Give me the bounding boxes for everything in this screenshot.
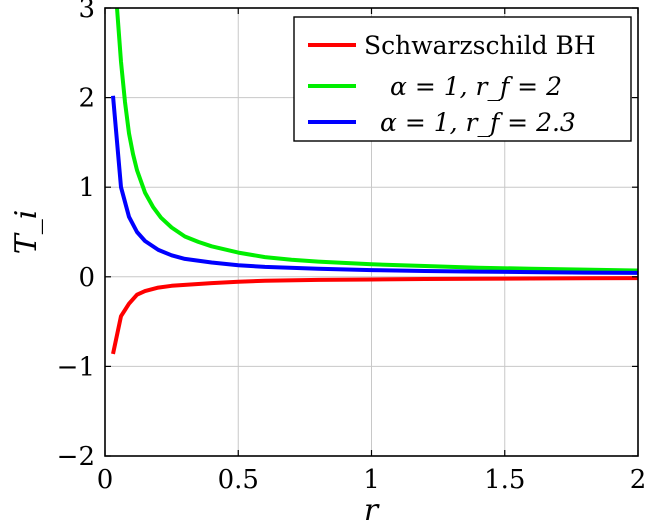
series-line-1 — [115, 8, 638, 273]
series-group — [111, 8, 638, 355]
legend-entry-rf-2: α = 1, r_f = 2 — [390, 72, 562, 101]
x-tick-label: 2 — [630, 465, 646, 495]
x-tick-label: 0.5 — [218, 465, 259, 495]
y-tick-label: 0 — [78, 263, 95, 293]
series-line-0 — [111, 276, 638, 355]
series-line-2 — [111, 95, 638, 275]
tick-labels: 0 0.5 1 1.5 2 −2 −1 0 1 2 3 — [57, 0, 646, 495]
x-tick-label: 0 — [97, 465, 114, 495]
legend-entry-schwarzschild: Schwarzschild BH — [364, 31, 596, 60]
x-tick-label: 1.5 — [484, 465, 525, 495]
x-tick-label: 1 — [363, 465, 380, 495]
y-tick-label: 2 — [78, 84, 95, 114]
y-tick-label: 3 — [78, 0, 95, 24]
legend: Schwarzschild BH α = 1, r_f = 2 α = 1, r… — [293, 16, 632, 142]
y-tick-label: −2 — [57, 442, 95, 472]
y-tick-label: 1 — [78, 173, 95, 203]
legend-entry-rf-2-3: α = 1, r_f = 2.3 — [380, 108, 576, 137]
y-axis-label: T_i — [9, 210, 44, 255]
ticks — [104, 7, 639, 457]
y-tick-label: −1 — [57, 352, 95, 382]
x-axis-label: r — [364, 493, 380, 525]
